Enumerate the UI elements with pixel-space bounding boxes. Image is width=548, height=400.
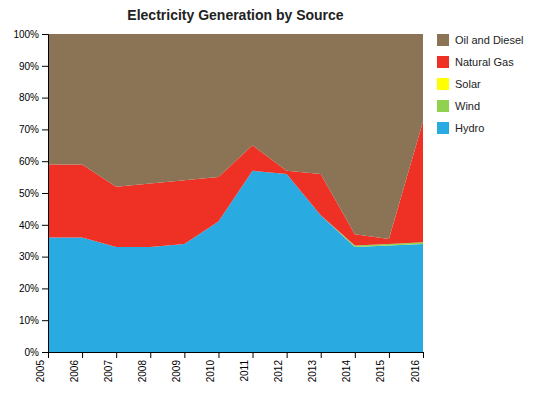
x-tick: 2008 (137, 352, 151, 382)
x-tick-label: 2013 (307, 360, 318, 383)
y-tick-mark (42, 225, 48, 226)
x-tick-mark (287, 352, 288, 358)
y-tick-mark (42, 288, 48, 289)
y-tick-label: 40% (19, 220, 39, 231)
y-tick: 90% (19, 61, 48, 72)
y-axis-line (42, 35, 49, 353)
y-tick: 30% (19, 251, 48, 262)
legend-label: Oil and Diesel (455, 34, 523, 46)
y-tick: 70% (19, 124, 48, 135)
legend-item: Oil and Diesel (437, 34, 523, 46)
legend-item: Wind (437, 100, 480, 112)
y-tick-label: 20% (19, 283, 39, 294)
legend-item: Natural Gas (437, 56, 514, 68)
x-tick-mark (82, 352, 83, 358)
x-tick-mark (423, 352, 424, 358)
legend-label: Hydro (455, 122, 484, 134)
legend-swatch (437, 78, 449, 90)
y-tick-mark (42, 352, 48, 353)
x-tick-label: 2016 (410, 360, 421, 383)
y-tick-mark (42, 66, 48, 67)
x-tick: 2012 (273, 352, 287, 382)
legend: Oil and Diesel Natural Gas Solar Wind Hydro (437, 34, 523, 134)
x-tick-label: 2009 (171, 360, 182, 383)
y-tick-label: 0% (25, 347, 40, 358)
legend-label: Wind (455, 100, 480, 112)
x-tick-mark (218, 352, 219, 358)
x-tick-mark (184, 352, 185, 358)
x-axis-line (49, 353, 424, 359)
x-tick-mark (253, 352, 254, 358)
y-tick-mark (42, 161, 48, 162)
x-tick-label: 2015 (375, 360, 386, 383)
y-tick-mark (42, 98, 48, 99)
x-tick: 2015 (375, 352, 389, 382)
x-tick-label: 2006 (69, 360, 80, 383)
chart: 0%10%20%30%40%50%60%70%80%90%100%2005200… (0, 0, 548, 400)
y-tick-mark (42, 257, 48, 258)
y-tick: 10% (19, 315, 48, 326)
x-tick-label: 2014 (341, 360, 352, 383)
x-tick: 2013 (307, 352, 321, 382)
x-tick: 2006 (69, 352, 83, 382)
y-tick-label: 50% (19, 188, 39, 199)
y-tick-mark (42, 34, 48, 35)
x-tick: 2016 (410, 352, 424, 382)
plot: 0%10%20%30%40%50%60%70%80%90%100%2005200… (13, 29, 423, 383)
x-tick-label: 2010 (205, 360, 216, 383)
legend-item: Solar (437, 78, 481, 90)
y-axis: 0% 10% 20% 30% 40% 50% 60% 70% 80% 90% 100% (13, 29, 48, 358)
legend-swatch (437, 100, 449, 112)
y-tick-mark (42, 129, 48, 130)
legend-label: Natural Gas (455, 56, 514, 68)
title: Electricity Generation by Source (127, 7, 344, 23)
x-tick-mark (321, 352, 322, 358)
x-tick-mark (355, 352, 356, 358)
x-tick: 2010 (205, 352, 219, 382)
legend-swatch (437, 34, 449, 46)
y-tick: 0% (25, 347, 48, 358)
x-tick: 2009 (171, 352, 185, 382)
y-tick-label: 10% (19, 315, 39, 326)
y-tick: 20% (19, 283, 48, 294)
y-tick: 40% (19, 220, 48, 231)
x-tick: 2014 (341, 352, 355, 382)
y-tick-label: 100% (13, 29, 39, 40)
area (48, 34, 423, 239)
legend-label: Solar (455, 78, 481, 90)
y-tick-label: 70% (19, 124, 39, 135)
y-tick: 50% (19, 188, 48, 199)
x-tick-label: 2007 (103, 360, 114, 383)
x-tick-label: 2008 (137, 360, 148, 383)
x-tick: 2011 (239, 352, 253, 382)
y-tick-mark (42, 193, 48, 194)
marks (48, 34, 423, 352)
y-tick-mark (42, 320, 48, 321)
x-tick: 2005 (35, 352, 49, 382)
legend-swatch (437, 56, 449, 68)
x-tick-label: 2005 (35, 360, 46, 383)
x-tick-mark (116, 352, 117, 358)
y-tick-label: 90% (19, 61, 39, 72)
x-tick-label: 2011 (239, 360, 250, 382)
y-tick: 80% (19, 92, 48, 103)
x-tick: 2007 (103, 352, 117, 382)
x-tick-mark (48, 352, 49, 358)
x-tick-mark (150, 352, 151, 358)
legend-item: Hydro (437, 122, 484, 134)
x-tick-mark (389, 352, 390, 358)
y-tick-label: 80% (19, 92, 39, 103)
y-tick-label: 60% (19, 156, 39, 167)
legend-swatch (437, 122, 449, 134)
x-tick-label: 2012 (273, 360, 284, 383)
x-axis: 2005 2006 2007 2008 2009 2010 2011 2012 2013 2014… (35, 352, 424, 382)
y-tick-label: 30% (19, 251, 39, 262)
y-tick: 100% (13, 29, 48, 40)
y-tick: 60% (19, 156, 48, 167)
